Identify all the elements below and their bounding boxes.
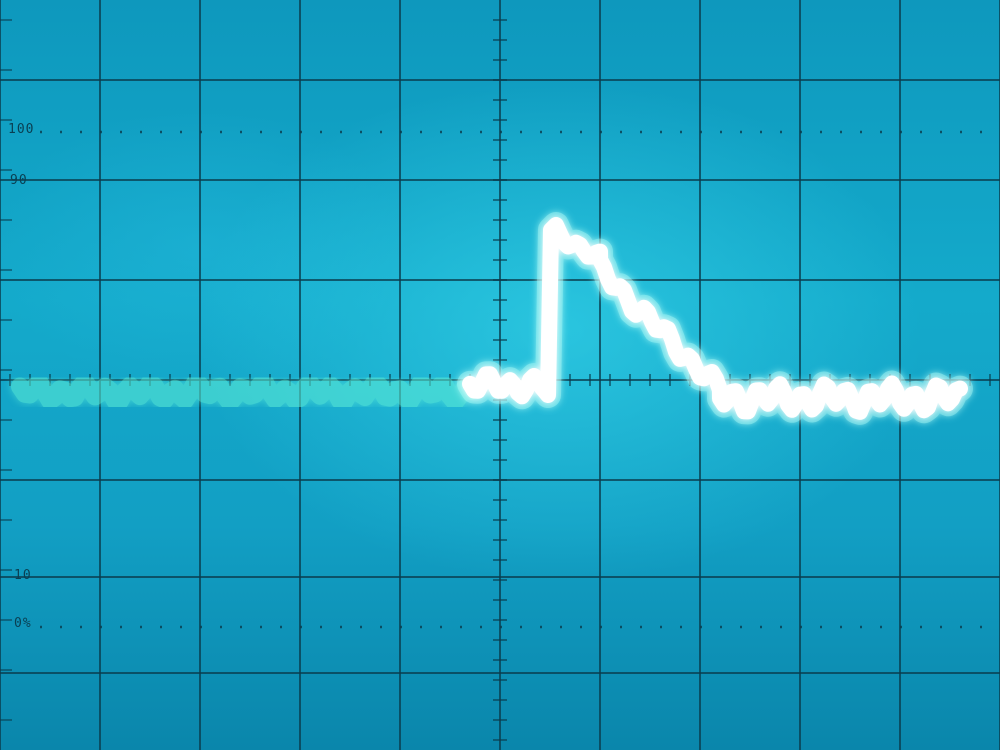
trace-dim-segment bbox=[11, 372, 479, 412]
graticule-label-10: 10 bbox=[14, 568, 32, 583]
graticule-label-100: 100 bbox=[8, 122, 35, 137]
graticule-label-0: 0% bbox=[14, 616, 32, 631]
graticule-label-90: 90 bbox=[10, 173, 28, 188]
trace-bright-segment bbox=[462, 217, 968, 420]
